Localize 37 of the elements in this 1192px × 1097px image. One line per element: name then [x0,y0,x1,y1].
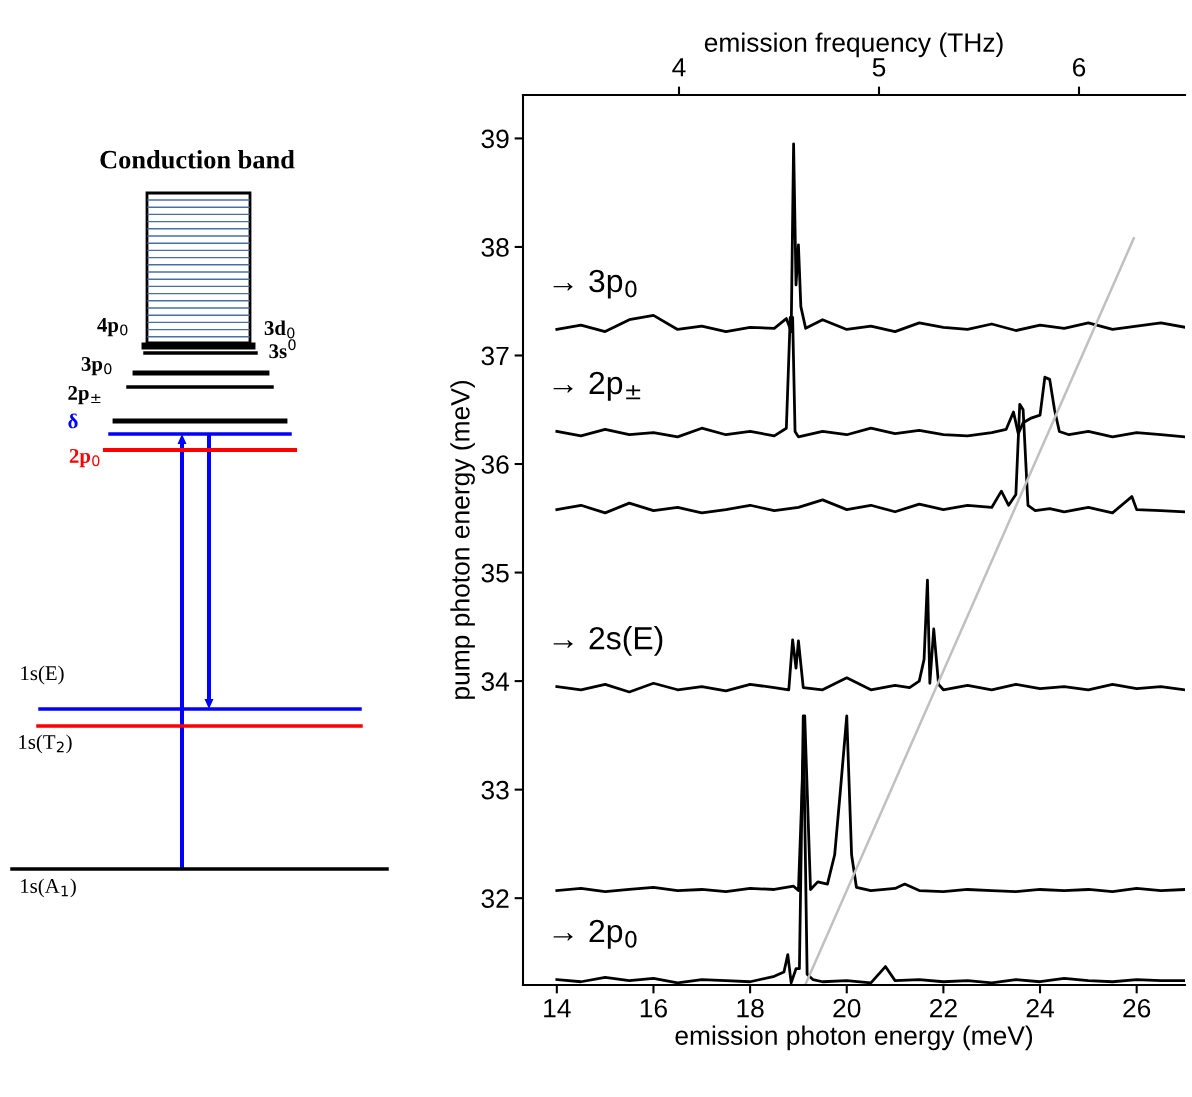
series-label: → 2s(E) [553,626,663,656]
text: 3s$^{0}$ [269,339,296,359]
x-axis-title: emission photon energy (meV) [675,1025,1033,1051]
y-tick-label: 35 [481,563,509,583]
x-tick-label: 22 [930,998,957,1018]
text: δ [68,413,78,429]
x2-tick-label: 5 [872,58,886,77]
y-tick-label: 36 [481,455,509,474]
text: 3d$_{0}$ [264,320,295,339]
text: 2p$_{±}$ [68,385,101,405]
x2-axis-title: emission frequency (THz) [704,32,1003,58]
y-tick-label: 32 [481,889,509,908]
x-tick-label: 14 [544,999,571,1018]
y-tick-label: 37 [481,346,509,366]
y-tick-label: 34 [481,672,510,691]
y-axis-title: pump photon energy (meV) [450,381,475,699]
series-label: → 2p$_{0}$ [553,919,637,949]
x-tick-label: 20 [833,998,861,1018]
y-tick-label: 38 [481,238,509,257]
x-tick-label: 24 [1026,998,1054,1018]
text: 4p$_{0}$ [97,318,128,337]
x-tick-label: 16 [640,998,667,1018]
line-series [555,578,1185,694]
y-tick-label: 33 [481,780,509,800]
series-label: → 3p$_{0}$ [553,269,637,299]
series-label: → 2p$_{±}$ [553,371,641,401]
text: 1s(A$_{1}$) [21,878,76,898]
x2-tick-label: 6 [1073,57,1086,77]
text: 2p$_{0}$ [69,448,100,468]
x2-tick-label: 4 [672,58,686,77]
y-tick-label: 39 [481,129,509,149]
text: Conduction band [100,150,295,169]
text: 1s(T$_{2}$) [19,734,72,754]
x-tick-label: 26 [1123,998,1151,1018]
text: 3p$_{0}$ [81,356,112,376]
x-tick-label: 18 [737,998,764,1018]
text: 1s(E) [21,665,64,685]
